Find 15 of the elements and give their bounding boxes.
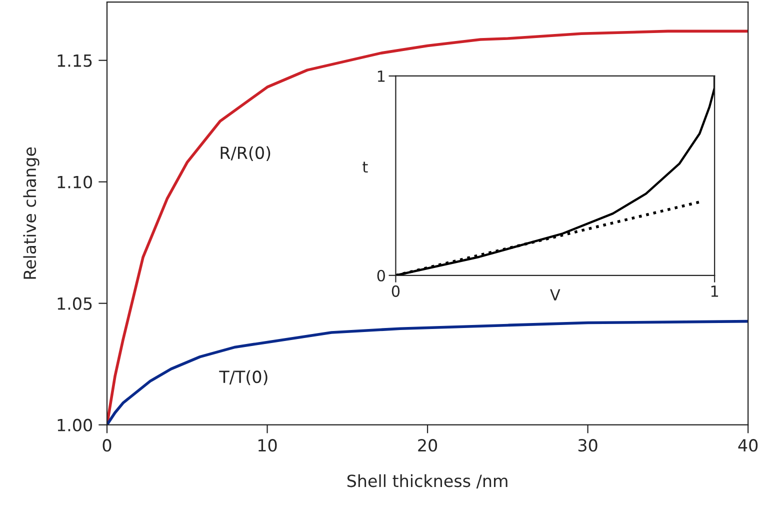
y-axis-title: Relative change (23, 147, 40, 279)
y-tick-label: 1.10 (58, 176, 92, 188)
x-axis-title: V (550, 289, 560, 300)
y-tick-label: 1.05 (58, 297, 92, 310)
series-label: R/R(0) (220, 146, 270, 162)
y-tick-label: 1.00 (58, 418, 92, 432)
x-axis-title: Shell thickness /nm (347, 474, 508, 489)
x-tick-label: 40 (738, 439, 758, 452)
series-label: T/T(0) (219, 370, 268, 386)
x-tick-label: 20 (418, 439, 438, 452)
x-tick-label: 10 (258, 439, 277, 452)
y-tick-label: 1.15 (58, 54, 92, 67)
y-axis-title: t (362, 162, 368, 173)
x-tick-label: 0 (102, 439, 112, 452)
x-tick-label: 30 (578, 439, 598, 452)
